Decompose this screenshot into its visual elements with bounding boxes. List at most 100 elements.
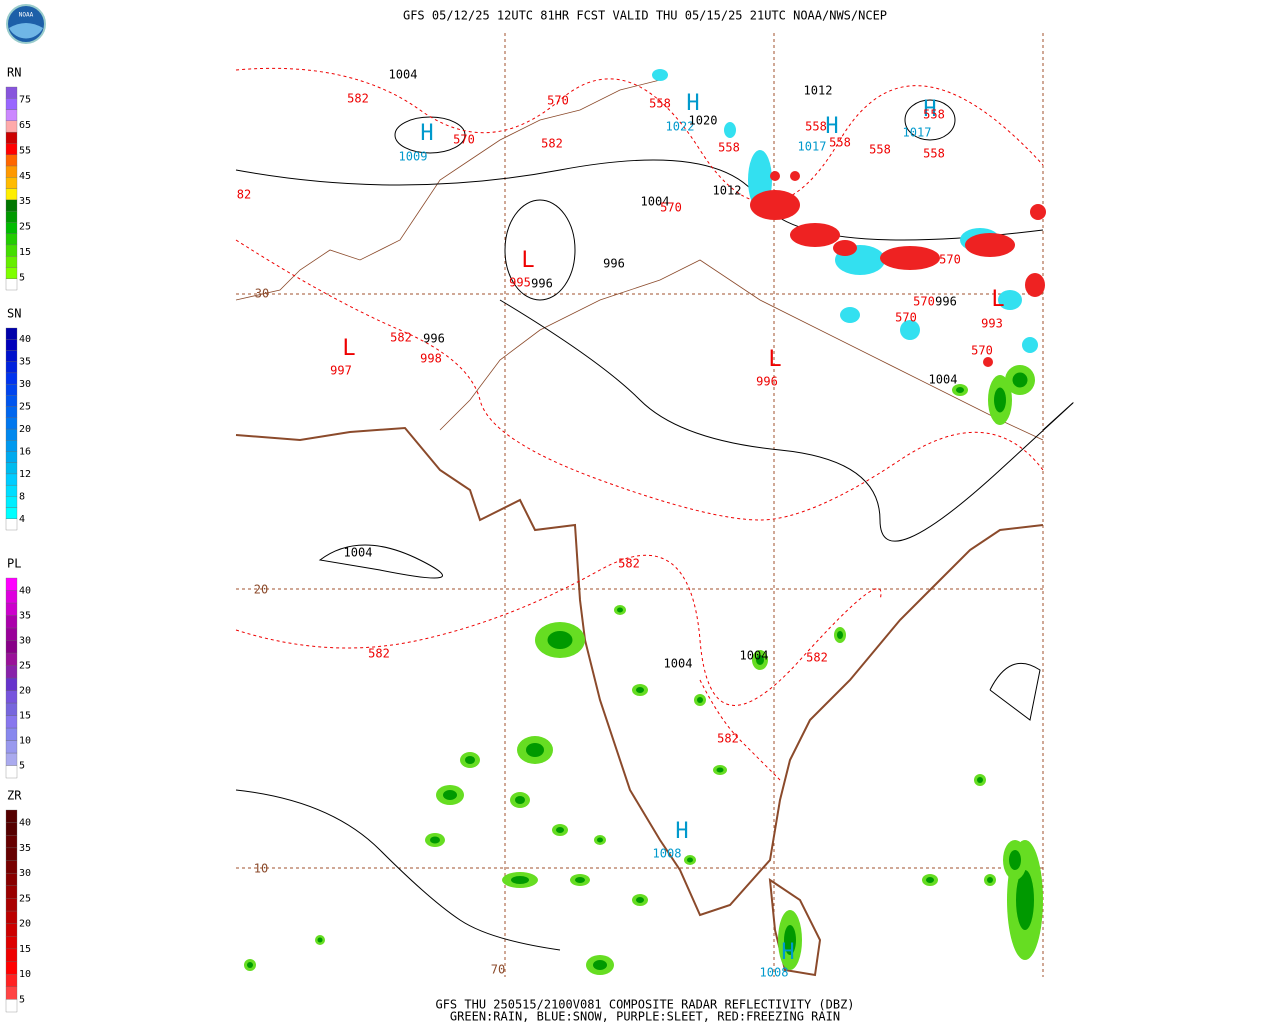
legend-tick: 20 <box>19 686 31 697</box>
map-label: 996 <box>935 295 957 309</box>
map-label: 1004 <box>641 195 670 209</box>
legend-tick: 45 <box>19 171 31 182</box>
snow-area <box>724 122 736 138</box>
map-label: 558 <box>805 120 827 134</box>
legend-swatch <box>5 577 18 591</box>
map-label: H <box>781 940 794 965</box>
legend-swatch <box>5 740 18 754</box>
legend-label: RN <box>7 66 21 80</box>
rain-core <box>716 767 724 773</box>
legend-tick: 5 <box>19 272 25 283</box>
map-label: 1008 <box>760 966 789 980</box>
map-label: 582 <box>717 732 739 746</box>
map-label: 70 <box>491 963 505 977</box>
legend-label: ZR <box>7 789 22 803</box>
legend-tick: 15 <box>19 944 31 955</box>
map-label: 558 <box>649 97 671 111</box>
rain-core <box>317 937 323 943</box>
rain-core <box>617 607 623 613</box>
map-label: 582 <box>368 647 390 661</box>
legend-tick: 8 <box>19 491 25 502</box>
legend-tick: 40 <box>19 818 31 829</box>
snow-area <box>998 290 1022 310</box>
rain-core <box>443 790 457 800</box>
freezing-rain-area <box>1025 273 1045 297</box>
precip <box>244 69 1046 975</box>
map-label: 570 <box>913 295 935 309</box>
rain-core <box>575 877 585 883</box>
legend-swatch <box>5 372 18 385</box>
legend-swatch <box>5 86 18 99</box>
rain-core <box>430 836 440 844</box>
legend-swatch <box>5 898 18 912</box>
map-label: 997 <box>330 364 352 378</box>
freezing-rain-area <box>790 171 800 181</box>
map-label: 995 <box>509 276 531 290</box>
legend-tick: 30 <box>19 868 31 879</box>
map-label: 558 <box>923 147 945 161</box>
legend-tick: 35 <box>19 196 31 207</box>
rain-core <box>987 877 993 883</box>
map-label: 558 <box>869 143 891 157</box>
legend-swatch <box>5 165 18 178</box>
rain-core <box>784 925 796 955</box>
legend-tick: 5 <box>19 994 25 1005</box>
legend-swatch <box>5 428 18 441</box>
legend-swatch <box>5 715 18 729</box>
freezing-rain-area <box>880 246 940 270</box>
legend-swatch <box>5 350 18 362</box>
logo-text: NOAA <box>19 12 34 19</box>
map-label: L <box>342 336 355 361</box>
freezing-rain-area <box>750 190 800 220</box>
map-label: 1004 <box>344 546 373 560</box>
legend-swatch <box>5 177 18 189</box>
legend-tick: 30 <box>19 379 31 390</box>
rain-core <box>597 837 603 843</box>
thickness-contours <box>235 67 1044 781</box>
legend-swatch <box>5 860 18 874</box>
legend-tick: 40 <box>19 586 31 597</box>
map-label: 996 <box>756 375 778 389</box>
legend-swatch <box>5 440 18 452</box>
legend-swatch <box>5 677 18 691</box>
legend-swatch <box>5 267 18 279</box>
map-label: 1017 <box>798 140 827 154</box>
legend-swatch <box>5 961 18 975</box>
map-label: 582 <box>806 651 828 665</box>
legend-tick: 12 <box>19 469 31 480</box>
legend-swatch <box>5 120 18 133</box>
legend-swatch <box>5 936 18 950</box>
footer-line: GFS THU 250515/2100V081 COMPOSITE RADAR … <box>435 998 854 1012</box>
snow-area <box>1022 337 1038 353</box>
legend-swatch <box>5 188 18 200</box>
map-label: 582 <box>347 92 369 106</box>
rain-core <box>977 777 983 783</box>
map-label: 10 <box>254 862 268 876</box>
legend-swatch <box>5 752 18 766</box>
legend-tick: 10 <box>19 969 31 980</box>
legend-swatch <box>5 822 18 836</box>
snow-area <box>652 69 668 81</box>
map-label: 558 <box>923 108 945 122</box>
map-label: 558 <box>718 141 740 155</box>
legend-swatch <box>5 640 18 654</box>
map-label: 996 <box>423 332 445 346</box>
map-label: L <box>521 248 534 273</box>
legend-tick: 15 <box>19 247 31 258</box>
legend-tick: 25 <box>19 893 31 904</box>
map-label: 582 <box>618 557 640 571</box>
map-label: 82 <box>237 188 251 202</box>
map-label: 570 <box>453 133 475 147</box>
legend-swatch <box>5 451 18 463</box>
rain-core <box>756 655 764 665</box>
map-label: 582 <box>390 331 412 345</box>
map-label: H <box>675 819 688 844</box>
rain-core <box>593 960 607 970</box>
legend-swatch <box>5 999 18 1013</box>
isobars <box>235 99 1074 951</box>
map-label: 1022 <box>666 120 695 134</box>
map-label: 998 <box>420 352 442 366</box>
map-label: 558 <box>829 136 851 150</box>
rain-core <box>515 796 525 804</box>
legend-swatch <box>5 406 18 418</box>
